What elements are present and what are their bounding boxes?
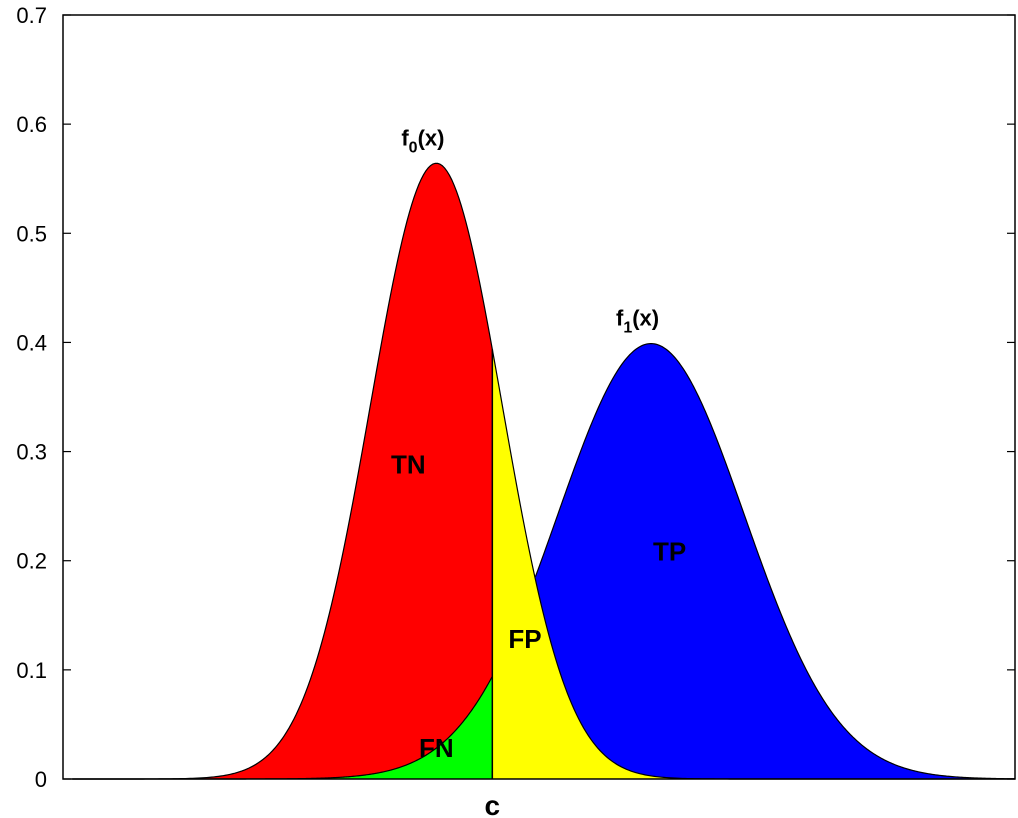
y-tick-label: 0 [35, 767, 47, 792]
cutoff-label: c [485, 790, 501, 818]
region-label-tn: TN [391, 449, 426, 479]
y-tick-label: 0.2 [16, 549, 47, 574]
region-label-tp: TP [653, 537, 686, 567]
y-tick-label: 0.7 [16, 3, 47, 28]
y-tick-label: 0.4 [16, 330, 47, 355]
y-tick-label: 0.6 [16, 112, 47, 137]
y-tick-label: 0.5 [16, 221, 47, 246]
curve-label-f0: f0(x) [401, 125, 444, 156]
y-tick-label: 0.1 [16, 658, 47, 683]
region-label-fn: FN [419, 733, 454, 763]
region-tn [72, 163, 492, 779]
regions-layer [72, 163, 1015, 779]
region-label-fp: FP [508, 624, 541, 654]
y-tick-label: 0.3 [16, 440, 47, 465]
curve-label-f1: f1(x) [616, 306, 659, 337]
